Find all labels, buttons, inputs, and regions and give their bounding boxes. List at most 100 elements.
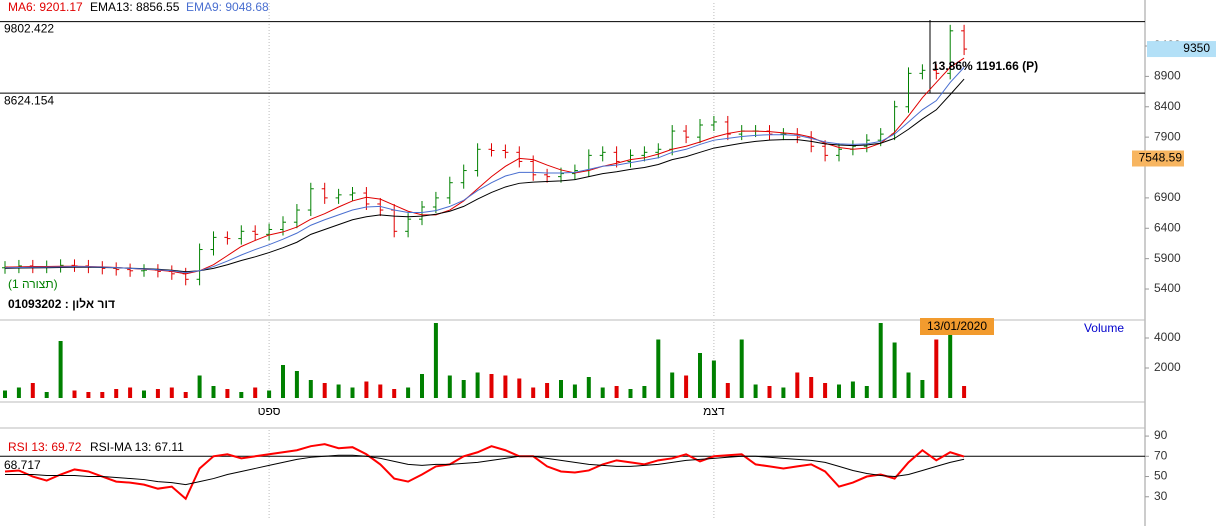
level-label: 9802.422 [4, 22, 54, 36]
volume-bar [378, 384, 383, 398]
line-series [4, 78, 965, 273]
volume-bar [72, 390, 77, 398]
legend-entry: RSI-MA 13: 67.11 [90, 440, 184, 454]
volume-bar [962, 386, 967, 398]
volume-bar [3, 390, 7, 398]
volume-bar [725, 383, 730, 398]
volume-bar [795, 372, 800, 398]
y-tick-label: 30 [1154, 489, 1168, 503]
volume-bar [948, 327, 953, 398]
volume-bar [517, 378, 522, 398]
y-tick-label: 4000 [1154, 330, 1181, 344]
price-label: 9350 [1183, 41, 1210, 55]
line-series [4, 67, 965, 274]
volume-bar [531, 387, 536, 398]
volume-bar [239, 392, 244, 398]
volume-bar [30, 383, 35, 398]
y-tick-label: 6900 [1154, 190, 1181, 204]
volume-bar [114, 389, 119, 398]
y-tick-label: 5900 [1154, 251, 1181, 265]
volume-bar [934, 339, 939, 398]
y-tick-label: 8900 [1154, 69, 1181, 83]
volume-bar [447, 375, 452, 398]
volume-bar [684, 375, 689, 398]
chart-label: 01093202 : דור אלון [8, 297, 115, 311]
volume-bar [86, 392, 91, 398]
x-tick-label: דצמ [703, 404, 725, 418]
volume-bar [100, 392, 105, 398]
annotation: 13.86% 1191.66 (P) [932, 59, 1038, 73]
volume-bar [183, 392, 188, 398]
y-tick-label: 90 [1154, 428, 1168, 442]
chart-label: (תצורה 1) [8, 277, 58, 291]
volume-bar [809, 377, 814, 398]
volume-bar [600, 387, 605, 398]
volume-bar [155, 389, 160, 398]
volume-bar [753, 384, 758, 398]
volume-bar [225, 389, 230, 398]
volume-bar [559, 380, 563, 398]
y-tick-label: 5400 [1154, 281, 1181, 295]
volume-bar [406, 387, 411, 398]
volume-bar [503, 375, 508, 398]
volume-bar [642, 386, 647, 398]
volume-bar [169, 387, 174, 398]
y-tick-label: 8400 [1154, 99, 1181, 113]
volume-bar [698, 353, 702, 398]
line-series [4, 57, 965, 275]
volume-bar [572, 384, 577, 398]
volume-bar [711, 360, 716, 398]
y-tick-label: 50 [1154, 469, 1168, 483]
volume-bar [906, 372, 911, 398]
volume-bar [44, 392, 49, 398]
y-tick-label: 6400 [1154, 220, 1181, 234]
volume-bar [461, 380, 466, 398]
volume-bar [656, 339, 661, 398]
volume-bar [823, 383, 828, 398]
volume-bar [475, 372, 480, 398]
legend-entry: MA6: 9201.17 [8, 0, 83, 14]
volume-bar [433, 323, 438, 398]
volume-bar [670, 372, 675, 398]
legend-entry: RSI 13: 69.72 [8, 440, 82, 454]
y-tick-label: 70 [1154, 448, 1168, 462]
line-series [4, 443, 965, 501]
volume-bar [142, 390, 146, 398]
volume-bar [781, 387, 786, 398]
volume-bar [837, 384, 841, 398]
volume-bar [322, 383, 327, 398]
price-label-box [1132, 150, 1184, 167]
volume-bar [197, 375, 202, 398]
volume-bar [920, 380, 925, 398]
panel-title: Volume [1084, 321, 1124, 335]
price-label: 7548.59 [1139, 151, 1183, 165]
x-tick-label: ספט [258, 404, 281, 418]
volume-bar [614, 386, 619, 398]
legend-entry: EMA13: 8856.55 [90, 0, 180, 14]
volume-bar [281, 365, 285, 398]
volume-bar [128, 387, 133, 398]
date-label-box [920, 318, 994, 335]
volume-bar [739, 339, 744, 398]
volume-bar [211, 386, 216, 398]
line-series [5, 454, 965, 486]
readout: 68.717 [4, 458, 41, 472]
volume-bar [350, 387, 355, 398]
price-label-box [1147, 41, 1216, 58]
volume-bar [892, 342, 897, 398]
date-label: 13/01/2020 [927, 319, 987, 333]
volume-bar [878, 323, 883, 398]
volume-bar [294, 371, 299, 398]
volume-bar [253, 387, 258, 398]
y-tick-label: 7900 [1154, 129, 1181, 143]
volume-bar [767, 386, 772, 398]
volume-bar [364, 381, 369, 398]
volume-bar [864, 386, 869, 398]
volume-bar [545, 383, 550, 398]
volume-bar [308, 380, 313, 398]
level-label: 8624.154 [4, 93, 54, 107]
volume-bar [267, 390, 272, 398]
